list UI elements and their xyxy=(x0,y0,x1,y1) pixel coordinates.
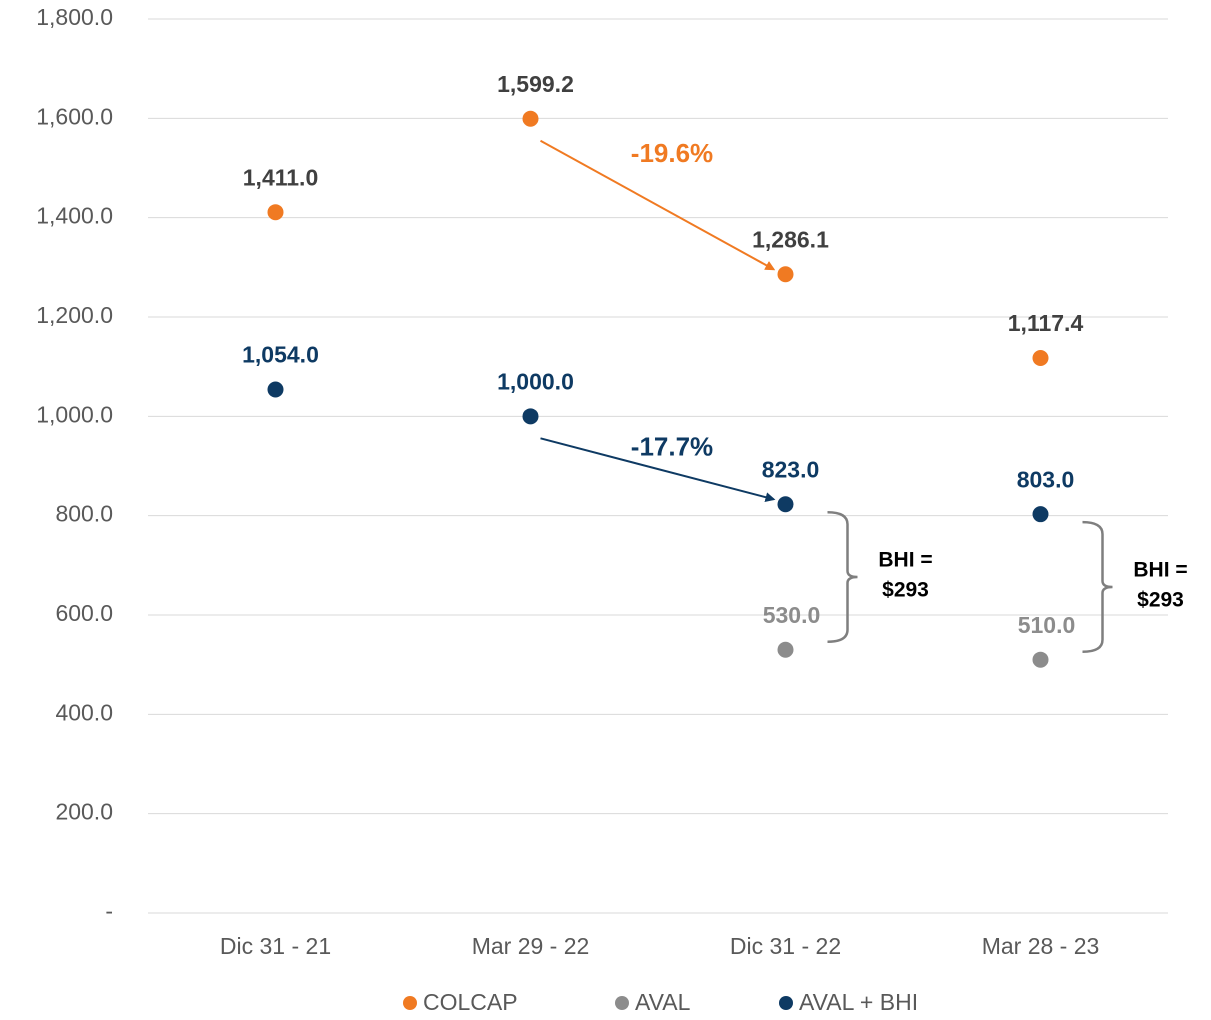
y-tick-label: 200.0 xyxy=(55,799,113,825)
data-label: 1,286.1 xyxy=(752,226,829,252)
point xyxy=(777,641,794,658)
data-label: 1,599.2 xyxy=(497,71,574,97)
bracket xyxy=(1082,520,1113,653)
annotation: -17.7% xyxy=(631,432,713,462)
bracket-label: BHI = xyxy=(1133,558,1187,581)
data-label: 1,054.0 xyxy=(242,342,319,368)
x-tick-label: Dic 31 - 21 xyxy=(220,933,331,959)
point xyxy=(1032,506,1049,523)
x-tick-label: Dic 31 - 22 xyxy=(730,933,841,959)
data-label: 510.0 xyxy=(1018,612,1076,638)
bracket xyxy=(827,510,858,644)
y-tick-label: 1,400.0 xyxy=(36,203,113,229)
point xyxy=(522,408,539,425)
data-label: 823.0 xyxy=(762,456,820,482)
legend-label: AVAL + BHI xyxy=(799,989,918,1015)
x-tick-label: Mar 29 - 22 xyxy=(472,933,590,959)
y-tick-label: 600.0 xyxy=(55,600,113,626)
bracket-label: $293 xyxy=(1137,588,1184,611)
y-tick-label: 1,800.0 xyxy=(36,4,113,30)
point xyxy=(522,110,539,127)
annotation: -19.6% xyxy=(631,138,713,168)
bracket-label: BHI = xyxy=(878,549,932,572)
x-tick-label: Mar 28 - 23 xyxy=(982,933,1100,959)
data-label: 530.0 xyxy=(763,602,821,628)
data-label: 1,117.4 xyxy=(1008,310,1084,336)
point xyxy=(1032,350,1049,367)
bracket-label: $293 xyxy=(882,579,929,602)
legend-label: COLCAP xyxy=(423,989,518,1015)
y-tick-label: 1,600.0 xyxy=(36,103,113,129)
point xyxy=(777,496,794,513)
legend-marker xyxy=(403,996,417,1010)
point xyxy=(777,266,794,283)
annotation-arrow xyxy=(540,139,776,271)
y-tick-label: - xyxy=(105,898,113,924)
legend-label: AVAL xyxy=(635,989,691,1015)
y-tick-label: 1,000.0 xyxy=(36,401,113,427)
y-tick-label: 1,200.0 xyxy=(36,302,113,328)
annotation-arrow xyxy=(540,437,776,503)
point xyxy=(267,204,284,221)
data-label: 1,000.0 xyxy=(497,368,574,394)
y-tick-label: 800.0 xyxy=(55,501,113,527)
point xyxy=(1032,651,1049,668)
y-tick-label: 400.0 xyxy=(55,699,113,725)
legend-marker xyxy=(615,996,629,1010)
point xyxy=(267,381,284,398)
legend-marker xyxy=(779,996,793,1010)
data-label: 1,411.0 xyxy=(243,164,318,190)
data-label: 803.0 xyxy=(1017,466,1075,492)
